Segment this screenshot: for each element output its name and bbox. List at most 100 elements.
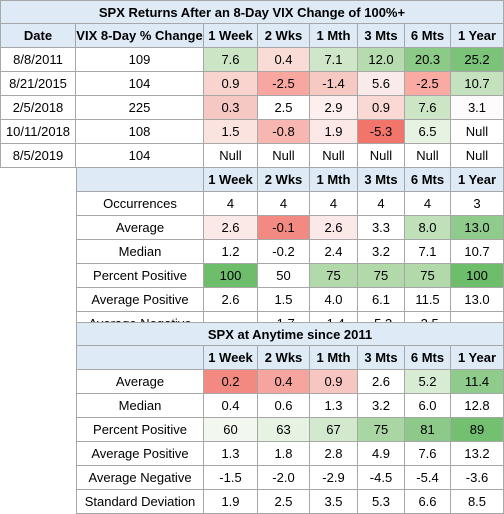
stat-value-cell: 75 <box>405 264 451 288</box>
return-cell: Null <box>310 144 358 168</box>
stat-value-cell: 1.9 <box>204 490 258 514</box>
event-date-cell: 8/21/2015 <box>0 72 76 96</box>
stat-label-cell: Average <box>76 370 204 394</box>
stat-value-cell: 5.2 <box>405 370 451 394</box>
return-cell: 0.9 <box>358 96 405 120</box>
return-cell: 0.4 <box>258 48 310 72</box>
stat-value-cell: 4.0 <box>310 288 358 312</box>
stat-label-cell: Percent Positive <box>76 418 204 442</box>
vix-change-cell: 104 <box>76 144 204 168</box>
stat-label-cell: Median <box>76 394 204 418</box>
stat-value-cell: -0.2 <box>258 240 310 264</box>
stat-value-cell: 89 <box>451 418 504 442</box>
stat-value-cell: 4 <box>358 192 405 216</box>
stat-value-cell: 1.8 <box>258 442 310 466</box>
stat-row: Average 0.2 0.4 0.9 2.6 5.2 11.4 <box>0 370 504 394</box>
stats2-header-1mth: 1 Mth <box>310 346 358 370</box>
stat-value-cell: 4 <box>310 192 358 216</box>
vix-change-cell: 109 <box>76 48 204 72</box>
return-cell: -2.5 <box>258 72 310 96</box>
return-cell: -5.3 <box>358 120 405 144</box>
return-cell: 1.5 <box>204 120 258 144</box>
stat-label-cell: Average Positive <box>76 288 204 312</box>
stat-label-cell: Standard Deviation <box>76 490 204 514</box>
stat-value-cell: 2.6 <box>310 216 358 240</box>
top-table-title: SPX Returns After an 8-Day VIX Change of… <box>0 0 504 24</box>
stat-value-cell: 2.6 <box>204 216 258 240</box>
stat-value-cell: 0.9 <box>310 370 358 394</box>
stat-value-cell: 4.9 <box>358 442 405 466</box>
stat-value-cell: 75 <box>358 418 405 442</box>
stat-label-cell: Occurrences <box>76 192 204 216</box>
stat-row: Percent Positive 60 63 67 75 81 89 <box>0 418 504 442</box>
stat-row: Average 2.6 -0.1 2.6 3.3 8.0 13.0 <box>0 216 504 240</box>
stat-value-cell: -4.5 <box>358 466 405 490</box>
return-cell: Null <box>258 144 310 168</box>
return-cell: 2.9 <box>310 96 358 120</box>
stats2-header-1week: 1 Week <box>204 346 258 370</box>
stat-value-cell: -2.0 <box>258 466 310 490</box>
return-cell: 3.1 <box>451 96 504 120</box>
stat-value-cell: 11.5 <box>405 288 451 312</box>
stats1-header-1week: 1 Week <box>204 168 258 192</box>
return-cell: Null <box>405 144 451 168</box>
stat-value-cell: 7.6 <box>405 442 451 466</box>
stat-value-cell: 100 <box>451 264 504 288</box>
return-cell: 25.2 <box>451 48 504 72</box>
top-title-row: SPX Returns After an 8-Day VIX Change of… <box>0 0 504 24</box>
return-cell: 7.6 <box>405 96 451 120</box>
stat-row: Average Positive 2.6 1.5 4.0 6.1 11.5 13.0 <box>0 288 504 312</box>
stat-value-cell: 1.3 <box>310 394 358 418</box>
stat-label-cell: Median <box>76 240 204 264</box>
vix-change-cell: 104 <box>76 72 204 96</box>
stat-value-cell: 100 <box>204 264 258 288</box>
stat-row: Average Negative -1.5 -2.0 -2.9 -4.5 -5.4 -3.6 <box>0 466 504 490</box>
stats2-header-3mts: 3 Mts <box>358 346 405 370</box>
return-cell: 12.0 <box>358 48 405 72</box>
stat-value-cell: 7.1 <box>405 240 451 264</box>
stat-value-cell: 13.2 <box>451 442 504 466</box>
stat-value-cell: 6.6 <box>405 490 451 514</box>
stats1-header-1mth: 1 Mth <box>310 168 358 192</box>
col-header-2wks: 2 Wks <box>258 24 310 48</box>
event-date-cell: 10/11/2018 <box>0 120 76 144</box>
stat-value-cell: 2.6 <box>204 288 258 312</box>
return-cell: 7.6 <box>204 48 258 72</box>
stat-value-cell: 2.5 <box>258 490 310 514</box>
stats2-header-2wks: 2 Wks <box>258 346 310 370</box>
vix-change-cell: 225 <box>76 96 204 120</box>
event-row: 8/5/2019 104 Null Null Null Null Null Null <box>0 144 504 168</box>
stat-value-cell: 11.4 <box>451 370 504 394</box>
col-header-1mth: 1 Mth <box>310 24 358 48</box>
return-cell: -1.4 <box>310 72 358 96</box>
vix-change-cell: 108 <box>76 120 204 144</box>
stat-row: Occurrences 4 4 4 4 4 3 <box>0 192 504 216</box>
return-cell: -0.8 <box>258 120 310 144</box>
stat-label-cell: Percent Positive <box>76 264 204 288</box>
stat-value-cell: 2.4 <box>310 240 358 264</box>
stat-value-cell: 60 <box>204 418 258 442</box>
stat-value-cell: 4 <box>258 192 310 216</box>
stat-value-cell: 1.5 <box>258 288 310 312</box>
stats2-header-6mts: 6 Mts <box>405 346 451 370</box>
stat-value-cell: 4 <box>405 192 451 216</box>
stat-value-cell: -0.1 <box>258 216 310 240</box>
stats1-header-3mts: 3 Mts <box>358 168 405 192</box>
date-header: Date <box>0 24 76 48</box>
stats2-header-1year: 1 Year <box>451 346 504 370</box>
stat-value-cell: 75 <box>310 264 358 288</box>
event-row: 8/21/2015 104 0.9 -2.5 -1.4 5.6 -2.5 10.7 <box>0 72 504 96</box>
stats2-header-blank <box>76 346 204 370</box>
return-cell: Null <box>204 144 258 168</box>
stats1-header-2wks: 2 Wks <box>258 168 310 192</box>
event-row: 2/5/2018 225 0.3 2.5 2.9 0.9 7.6 3.1 <box>0 96 504 120</box>
stat-label-cell: Average Negative <box>76 466 204 490</box>
stat-value-cell: 3.2 <box>358 240 405 264</box>
stat-row: Percent Positive 100 50 75 75 75 100 <box>0 264 504 288</box>
stat-value-cell: 0.6 <box>258 394 310 418</box>
bottom-table-title: SPX at Anytime since 2011 <box>76 322 504 346</box>
bottom-title-row: SPX at Anytime since 2011 <box>0 322 504 346</box>
stat-value-cell: -1.5 <box>204 466 258 490</box>
event-date-cell: 2/5/2018 <box>0 96 76 120</box>
stat-value-cell: 10.7 <box>451 240 504 264</box>
